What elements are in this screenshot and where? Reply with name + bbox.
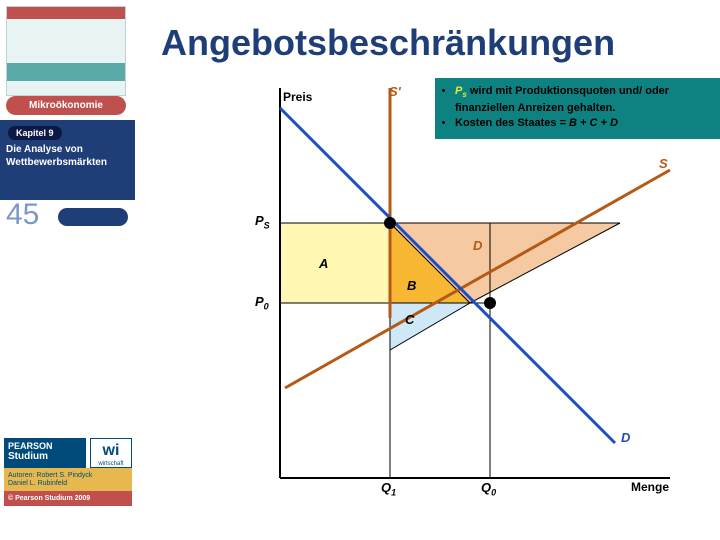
diagram: PreisMengeS'SDPSP0Q1Q0ABCD xyxy=(165,78,705,528)
brand-copyright: © Pearson Studium 2009 xyxy=(4,491,132,506)
chapter-block: Kapitel 9 Die Analyse von Wettbewerbsmär… xyxy=(0,120,135,200)
nav-bar[interactable] xyxy=(58,208,128,226)
brand-pearson-line1: PEARSON xyxy=(8,441,82,451)
brand-wi-text: wi xyxy=(103,442,120,459)
bullet2-text: Kosten des Staates xyxy=(455,117,560,129)
ps-var: Ps xyxy=(455,85,467,97)
info-bullet-1: Ps wird mit Produktionsquoten und/ oder … xyxy=(455,84,713,116)
sidebar-thumbnail xyxy=(6,6,126,96)
author-1: Autoren: Robert S. Pindyck xyxy=(8,472,128,480)
chapter-badge: Kapitel 9 xyxy=(8,126,62,140)
brand-authors: Autoren: Robert S. Pindyck Daniel L. Rub… xyxy=(4,468,132,491)
sidebar: Mikroökonomie Kapitel 9 Die Analyse von … xyxy=(0,0,135,540)
page-number: 45 xyxy=(6,198,39,232)
main-content: Angebotsbeschränkungen PreisMengeS'SDPSP… xyxy=(135,0,720,540)
chapter-title: Die Analyse von Wettbewerbsmärkten xyxy=(6,144,126,169)
copyright-text: © Pearson Studium 2009 xyxy=(8,495,90,502)
brand-wi-sub: wirtschaft xyxy=(91,461,131,467)
subject-badge: Mikroökonomie xyxy=(6,96,126,115)
slide-title: Angebotsbeschränkungen xyxy=(161,22,615,64)
brand-wi: wi wirtschaft xyxy=(90,438,132,468)
bullet1-rest: wird mit Produktionsquoten und/ oder fin… xyxy=(455,85,669,114)
brand-pearson: PEARSON Studium xyxy=(4,438,86,468)
diagram-svg xyxy=(165,78,705,528)
chapter-label: Kapitel 9 xyxy=(16,128,54,138)
author-2: Daniel L. Rubinfeld xyxy=(8,480,128,488)
subject-text: Mikroökonomie xyxy=(29,100,103,111)
info-bullet-2: Kosten des Staates = B + C + D xyxy=(455,116,713,131)
bullet2-em: = B + C + D xyxy=(560,117,618,129)
brand-area: PEARSON Studium wi wirtschaft Autoren: R… xyxy=(4,438,132,506)
brand-pearson-line2: Studium xyxy=(8,451,82,462)
info-box: Ps wird mit Produktionsquoten und/ oder … xyxy=(435,78,720,139)
